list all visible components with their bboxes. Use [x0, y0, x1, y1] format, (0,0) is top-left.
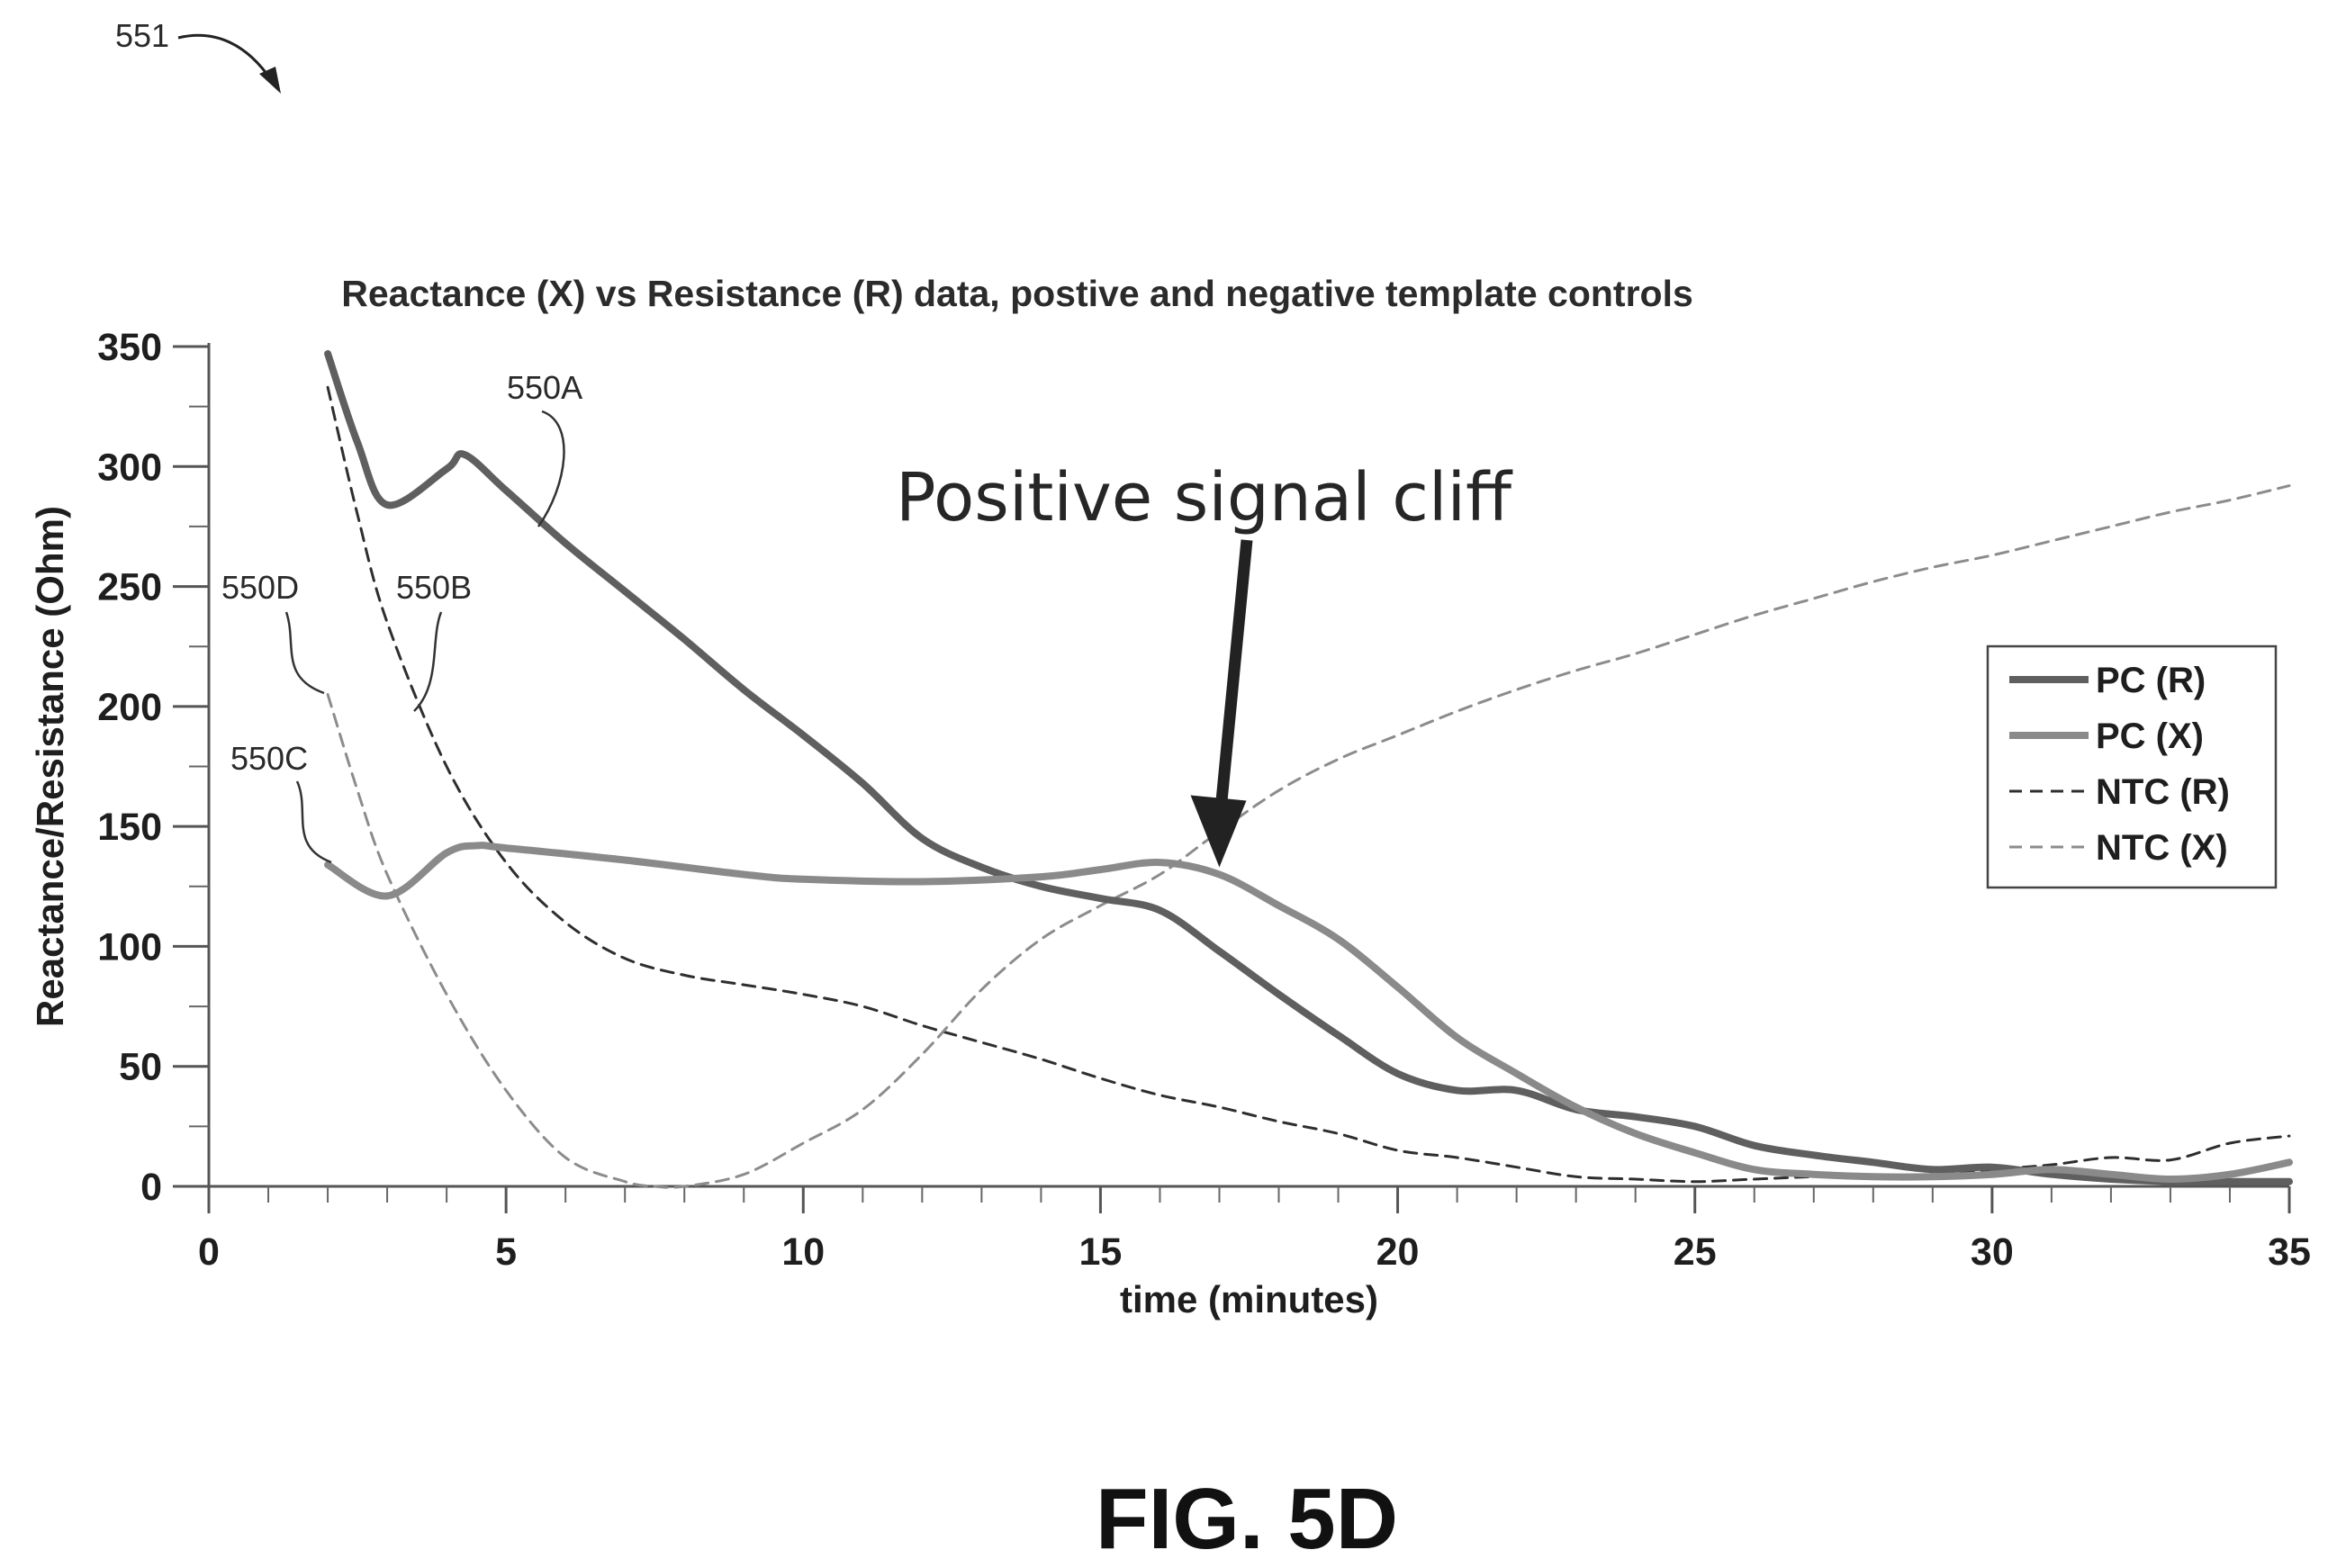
x-tick-label: 35	[2268, 1230, 2311, 1274]
figure-ref-number: 551	[115, 17, 169, 54]
annotation-arrow-shaft	[1215, 539, 1253, 807]
y-tick-label: 250	[97, 566, 162, 609]
x-tick-label: 0	[198, 1230, 220, 1274]
ref-label-550A-text: 550A	[507, 369, 582, 406]
y-tick-label: 350	[97, 326, 162, 369]
figure-ref-arrow	[177, 33, 274, 82]
ref-label-550C: 550C	[230, 740, 332, 864]
legend-entry-label: NTC (X)	[2096, 828, 2228, 868]
axes: 0 50 100 150 200 250 300 350 0 5 10 15 20 25 30 35 time …	[29, 326, 2311, 1320]
chart-title: Reactance (X) vs Resistance (R) data, po…	[341, 273, 1693, 314]
annotation-label: Positive signal cliff	[896, 459, 1513, 536]
legend: PC (R) PC (X) NTC (R) NTC (X)	[1986, 644, 2278, 889]
x-tick-label: 5	[495, 1230, 517, 1274]
ref-label-550B-text: 550B	[396, 569, 472, 606]
ref-label-550D-text: 550D	[221, 569, 299, 606]
ref-label-550D-leader	[284, 611, 325, 695]
legend-entry-label: PC (R)	[2096, 661, 2206, 700]
legend-entry-label: NTC (R)	[2096, 772, 2230, 812]
ref-label-550A: 550A	[507, 369, 582, 527]
y-axis-label: Reactance/Resistance (Ohm)	[29, 506, 71, 1027]
y-tick-label: 200	[97, 686, 162, 729]
legend-entry-label: PC (X)	[2096, 716, 2204, 756]
y-tick-label: 50	[119, 1046, 162, 1089]
y-tick-label: 150	[97, 806, 162, 849]
series-line-pc-r	[324, 350, 2293, 1185]
x-tick-label: 30	[1971, 1230, 2014, 1274]
y-tick-label: 100	[97, 925, 162, 969]
y-tick-label: 300	[97, 446, 162, 489]
x-tick-label: 15	[1079, 1230, 1123, 1274]
series-line-pc-x	[324, 842, 2293, 1183]
y-tick-label: 0	[140, 1166, 162, 1209]
x-tick-label: 25	[1674, 1230, 1717, 1274]
annotation-arrow-head	[1190, 795, 1247, 868]
x-axis-label: time (minutes)	[1120, 1278, 1378, 1320]
annotation-arrow	[1190, 539, 1253, 868]
ref-label-550D: 550D	[221, 569, 325, 695]
figure-ref-arrowhead	[259, 67, 281, 94]
ref-label-550B-leader	[413, 611, 443, 712]
series-line-ntc-x	[326, 484, 2291, 1189]
series-layer	[324, 350, 2293, 1189]
ref-label-550B: 550B	[396, 569, 472, 712]
x-tick-label: 10	[781, 1230, 825, 1274]
ref-label-550C-leader	[295, 780, 332, 864]
ref-label-550C-text: 550C	[230, 740, 308, 777]
ref-label-550A-leader	[537, 410, 565, 527]
x-tick-label: 20	[1376, 1230, 1420, 1274]
figure-caption: FIG. 5D	[1096, 1471, 1398, 1567]
